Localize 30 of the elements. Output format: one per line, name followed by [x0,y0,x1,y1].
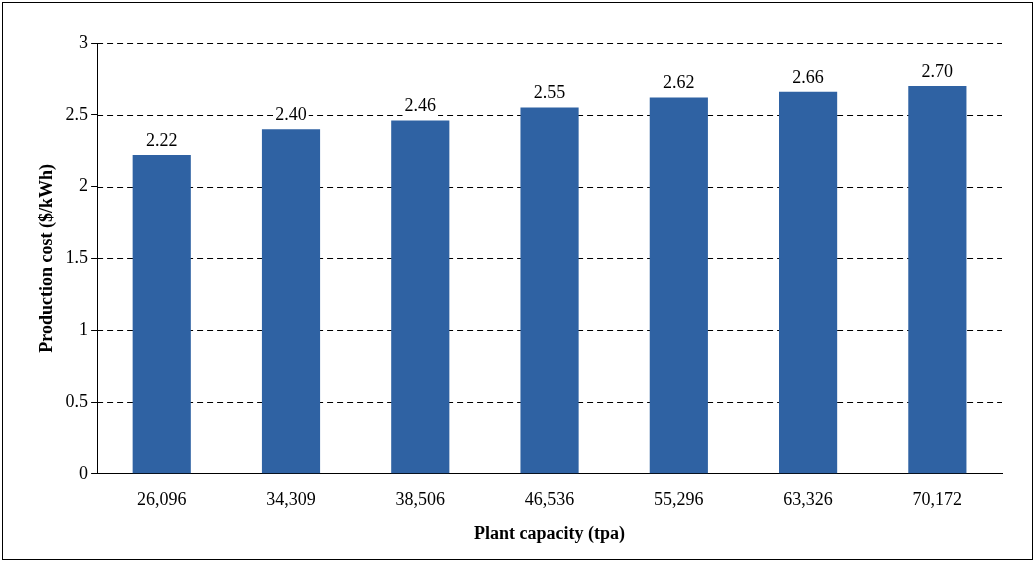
y-tick-label: 0 [79,462,89,483]
bar [520,107,579,474]
y-tick-label: 2 [79,175,89,196]
x-tick-label: 38,506 [395,489,446,510]
bar [391,120,450,474]
x-axis-title: Plant capacity (tpa) [474,522,626,544]
data-label: 2.62 [663,72,695,93]
x-tick-label: 26,096 [136,489,187,510]
bar [649,97,708,474]
bar [132,155,191,474]
x-tick-label: 46,536 [524,489,575,510]
y-tick-label: 3 [79,31,89,52]
y-tick-label: 1.5 [65,247,89,268]
data-label: 2.22 [145,129,178,150]
bar [261,129,321,474]
data-label: 2.46 [404,95,437,116]
data-label: 2.55 [533,82,566,103]
bar [779,91,838,474]
x-tick-label: 55,296 [654,489,704,510]
data-label: 2.66 [792,66,824,87]
x-tick-label: 63,326 [783,489,833,510]
x-tick-label: 70,172 [912,489,963,510]
bar [908,86,967,474]
x-tick-label: 34,309 [266,489,316,510]
data-label: 2.70 [921,60,954,81]
y-tick-label: 2.5 [65,103,89,124]
y-axis-title: Production cost ($/kWh) [36,164,58,353]
data-label: 2.40 [275,103,307,124]
y-tick-label: 0.5 [65,390,89,411]
y-tick-label: 1 [79,318,89,339]
